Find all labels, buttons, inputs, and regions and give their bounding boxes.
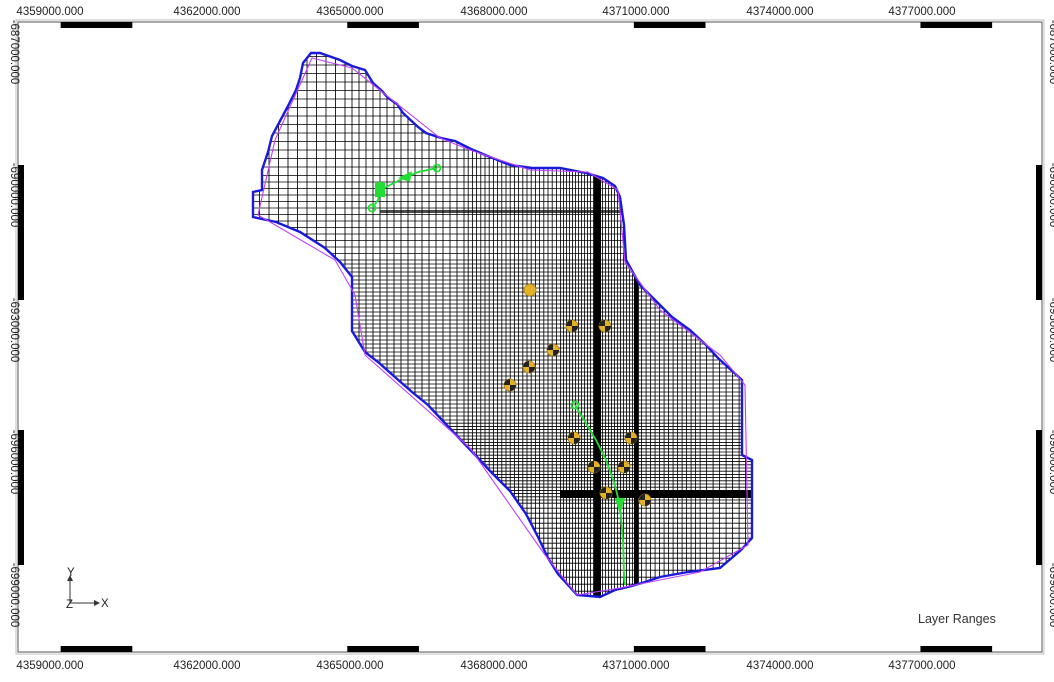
well-icon (617, 460, 631, 474)
x-tick-top: 4368000.000 (460, 6, 527, 18)
triad-y-label: Y (67, 567, 75, 579)
x-tick-top: 4371000.000 (602, 6, 669, 18)
layer-ranges-label: Layer Ranges (918, 612, 996, 626)
well-layer (503, 283, 652, 507)
scale-bar-segment (633, 22, 706, 28)
y-tick-right: -696000.000 (1047, 430, 1054, 495)
x-tick-top: 4359000.000 (16, 6, 83, 18)
well-icon (503, 378, 517, 392)
x-tick-top: 4377000.000 (888, 6, 955, 18)
axis-ticks: 4359000.000 4359000.000 4362000.000 4362000… (8, 6, 1054, 672)
stream-network (367, 163, 626, 586)
x-tick-bottom: 4362000.000 (173, 660, 240, 672)
scale-bar-segment (1036, 430, 1042, 565)
grid-refinement-band (560, 490, 752, 498)
x-tick-top: 4374000.000 (746, 6, 813, 18)
scale-bar-segment (60, 22, 133, 28)
y-tick-left: -696000.000 (8, 430, 20, 495)
x-tick-top: 4365000.000 (316, 6, 383, 18)
y-tick-right: -687000.000 (1047, 20, 1054, 85)
well-icon (638, 493, 652, 507)
scale-bar-segment (60, 646, 133, 652)
x-tick-bottom: 4368000.000 (460, 660, 527, 672)
scale-bar-segment (18, 430, 24, 565)
grid-fill (253, 53, 752, 597)
triad-z-label: Z (66, 599, 73, 611)
stream-node-icon (398, 171, 412, 182)
scale-bar-segment (1036, 165, 1042, 300)
scale-bar-segment (920, 22, 993, 28)
well-icon (598, 319, 612, 333)
y-tick-left: -693000.000 (8, 298, 20, 363)
stream-reach (371, 167, 438, 209)
well-icon (624, 431, 638, 445)
grid-lines (253, 53, 752, 597)
y-tick-right: -699000.000 (1047, 563, 1054, 628)
grid-refinement-band (634, 150, 638, 597)
scale-bar-segment (920, 646, 993, 652)
scale-bar-segment (633, 646, 706, 652)
grid-refinement-band (380, 210, 752, 213)
y-tick-right: -690000.000 (1047, 163, 1054, 228)
stream-node-icon (432, 163, 442, 173)
triad-x-label: X (101, 598, 109, 610)
well-icon (567, 431, 581, 445)
well-icon (587, 460, 601, 474)
stream-node-icon (615, 498, 625, 515)
grid-boundary (251, 51, 754, 599)
map-border-outer (15, 19, 1045, 655)
stream-node-icon (570, 400, 580, 410)
scale-bar-segment (347, 22, 419, 28)
map-border (17, 21, 1043, 653)
scale-bar-segment (18, 165, 24, 300)
well-icon (523, 283, 537, 297)
x-tick-bottom: 4365000.000 (316, 660, 383, 672)
model-grid (253, 53, 752, 597)
axis-triad-icon: Y Z X (66, 567, 109, 611)
well-icon (565, 319, 579, 333)
x-tick-bottom: 4377000.000 (888, 660, 955, 672)
well-icon (522, 360, 536, 374)
map-frame (15, 19, 1045, 655)
stream-node-icon (375, 183, 385, 197)
well-icon (546, 343, 560, 357)
coverage-outline (257, 57, 749, 596)
scale-bar-segment (347, 646, 419, 652)
x-tick-bottom: 4359000.000 (16, 660, 83, 672)
x-tick-bottom: 4371000.000 (602, 660, 669, 672)
well-icon (599, 486, 613, 500)
x-tick-bottom: 4374000.000 (746, 660, 813, 672)
stream-node-icon (367, 203, 377, 213)
y-tick-left: -687000.000 (8, 20, 20, 85)
stream-reach (574, 404, 626, 586)
grid-refinement-band (594, 150, 601, 597)
y-tick-left: -690000.000 (8, 163, 20, 228)
x-tick-top: 4362000.000 (173, 6, 240, 18)
y-tick-right: -693000.000 (1047, 298, 1054, 363)
y-tick-left: -699000.000 (8, 563, 20, 628)
